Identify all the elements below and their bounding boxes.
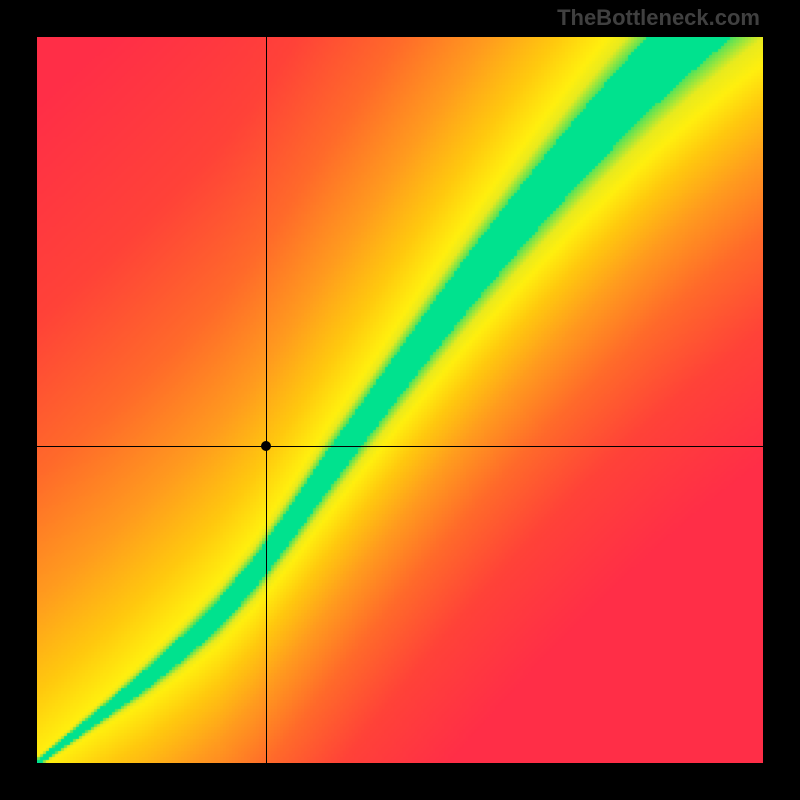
watermark-text: TheBottleneck.com [557, 5, 760, 31]
heatmap-canvas [37, 37, 763, 763]
crosshair-horizontal [37, 446, 763, 447]
crosshair-point [261, 441, 271, 451]
heatmap-plot [37, 37, 763, 763]
crosshair-vertical [266, 37, 267, 763]
